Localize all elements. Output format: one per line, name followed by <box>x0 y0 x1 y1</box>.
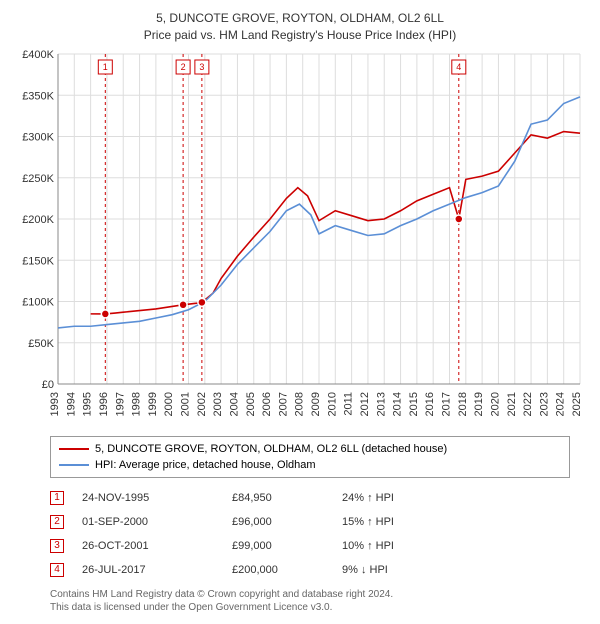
event-date: 26-OCT-2001 <box>82 540 232 552</box>
svg-text:2018: 2018 <box>457 392 469 416</box>
svg-text:4: 4 <box>456 62 461 72</box>
event-diff: 24% ↑ HPI <box>342 492 462 504</box>
svg-text:2013: 2013 <box>375 392 387 416</box>
svg-text:2021: 2021 <box>506 392 518 416</box>
chart-title: 5, DUNCOTE GROVE, ROYTON, OLDHAM, OL2 6L… <box>10 10 590 44</box>
event-number: 4 <box>50 563 64 577</box>
event-number: 3 <box>50 539 64 553</box>
legend-label: HPI: Average price, detached house, Oldh… <box>95 459 316 471</box>
svg-text:1999: 1999 <box>147 392 159 416</box>
event-row: 4 26-JUL-2017£200,0009% ↓ HPI <box>50 558 570 582</box>
svg-text:3: 3 <box>199 62 204 72</box>
svg-text:2005: 2005 <box>245 392 257 416</box>
legend-label: 5, DUNCOTE GROVE, ROYTON, OLDHAM, OL2 6L… <box>95 443 447 455</box>
footer-line-2: This data is licensed under the Open Gov… <box>50 601 590 614</box>
svg-text:2023: 2023 <box>538 392 550 416</box>
event-date: 24-NOV-1995 <box>82 492 232 504</box>
event-date: 01-SEP-2000 <box>82 516 232 528</box>
event-date: 26-JUL-2017 <box>82 564 232 576</box>
svg-text:2019: 2019 <box>473 392 485 416</box>
svg-text:1994: 1994 <box>65 392 77 416</box>
event-number: 1 <box>50 491 64 505</box>
svg-text:£350K: £350K <box>22 90 54 102</box>
svg-text:2020: 2020 <box>489 392 501 416</box>
svg-text:2012: 2012 <box>359 392 371 416</box>
svg-text:2016: 2016 <box>424 392 436 416</box>
svg-text:1996: 1996 <box>98 392 110 416</box>
legend-swatch <box>59 464 89 466</box>
footer-attribution: Contains HM Land Registry data © Crown c… <box>50 588 590 614</box>
svg-text:2022: 2022 <box>522 392 534 416</box>
svg-text:1993: 1993 <box>49 392 61 416</box>
svg-text:£200K: £200K <box>22 214 54 226</box>
svg-text:2017: 2017 <box>441 392 453 416</box>
footer-line-1: Contains HM Land Registry data © Crown c… <box>50 588 590 601</box>
event-diff: 10% ↑ HPI <box>342 540 462 552</box>
svg-text:2011: 2011 <box>343 392 355 416</box>
svg-text:2024: 2024 <box>555 392 567 416</box>
svg-text:£0: £0 <box>42 379 54 391</box>
event-number: 2 <box>50 515 64 529</box>
event-price: £99,000 <box>232 540 342 552</box>
svg-text:1997: 1997 <box>114 392 126 416</box>
event-price: £84,950 <box>232 492 342 504</box>
svg-text:2001: 2001 <box>180 392 192 416</box>
svg-text:2010: 2010 <box>326 392 338 416</box>
legend: 5, DUNCOTE GROVE, ROYTON, OLDHAM, OL2 6L… <box>50 436 570 478</box>
event-price: £200,000 <box>232 564 342 576</box>
svg-text:2003: 2003 <box>212 392 224 416</box>
svg-text:£100K: £100K <box>22 296 54 308</box>
svg-text:£300K: £300K <box>22 131 54 143</box>
svg-text:2014: 2014 <box>392 392 404 416</box>
chart-canvas: £0 £50K £100K £150K £200K £250K £300K £350K £400… <box>10 48 590 428</box>
svg-text:2004: 2004 <box>228 392 240 416</box>
svg-text:2: 2 <box>181 62 186 72</box>
svg-text:1995: 1995 <box>82 392 94 416</box>
svg-text:2008: 2008 <box>294 392 306 416</box>
title-line-2: Price paid vs. HM Land Registry's House … <box>10 27 590 44</box>
legend-row: HPI: Average price, detached house, Oldh… <box>59 457 561 473</box>
svg-text:1: 1 <box>103 62 108 72</box>
title-line-1: 5, DUNCOTE GROVE, ROYTON, OLDHAM, OL2 6L… <box>10 10 590 27</box>
svg-text:£400K: £400K <box>22 49 54 61</box>
event-diff: 9% ↓ HPI <box>342 564 462 576</box>
legend-row: 5, DUNCOTE GROVE, ROYTON, OLDHAM, OL2 6L… <box>59 441 561 457</box>
svg-text:£150K: £150K <box>22 255 54 267</box>
svg-text:2000: 2000 <box>163 392 175 416</box>
svg-text:2007: 2007 <box>277 392 289 416</box>
event-row: 1 24-NOV-1995£84,95024% ↑ HPI <box>50 486 570 510</box>
event-price: £96,000 <box>232 516 342 528</box>
svg-text:2006: 2006 <box>261 392 273 416</box>
svg-text:2025: 2025 <box>571 392 583 416</box>
event-row: 3 26-OCT-2001£99,00010% ↑ HPI <box>50 534 570 558</box>
events-table: 1 24-NOV-1995£84,95024% ↑ HPI 2 01-SEP-2000… <box>50 486 570 582</box>
svg-text:£50K: £50K <box>28 337 54 349</box>
svg-text:2015: 2015 <box>408 392 420 416</box>
svg-text:£250K: £250K <box>22 172 54 184</box>
svg-text:2002: 2002 <box>196 392 208 416</box>
svg-text:2009: 2009 <box>310 392 322 416</box>
legend-swatch <box>59 448 89 450</box>
event-row: 2 01-SEP-2000£96,00015% ↑ HPI <box>50 510 570 534</box>
event-diff: 15% ↑ HPI <box>342 516 462 528</box>
svg-text:1998: 1998 <box>131 392 143 416</box>
